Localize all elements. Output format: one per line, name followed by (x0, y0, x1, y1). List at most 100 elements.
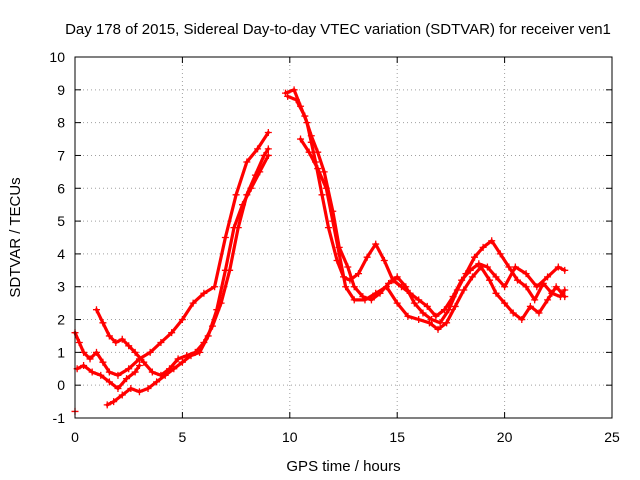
data-point (157, 339, 165, 347)
data-point (189, 299, 197, 307)
data-point (329, 217, 337, 225)
data-point (483, 263, 491, 271)
data-point (118, 335, 126, 343)
series-group (92, 145, 272, 379)
data-point (432, 312, 440, 320)
data-point (230, 224, 238, 232)
data-point (131, 348, 139, 356)
data-point (318, 191, 326, 199)
data-point (434, 325, 442, 333)
data-point (174, 355, 182, 363)
y-tick-label: 0 (57, 377, 65, 393)
data-point (342, 283, 350, 291)
data-point (518, 316, 526, 324)
data-point (125, 342, 133, 350)
chart-title: Day 178 of 2015, Sidereal Day-to-day VTE… (65, 21, 611, 38)
data-point (243, 158, 251, 166)
data-point (372, 240, 380, 248)
y-tick-label: 6 (57, 180, 65, 196)
data-point (114, 384, 122, 392)
data-point (105, 332, 113, 340)
y-tick-label: -1 (53, 410, 66, 426)
axis-ticks: 0 5 10 15 20 25 -1 0 1 2 3 4 5 6 7 8 9 10 (49, 49, 620, 445)
y-tick-label: 4 (57, 246, 65, 262)
data-point (148, 368, 156, 376)
x-tick-label: 10 (282, 429, 298, 445)
data-point (125, 365, 133, 373)
data-point (522, 283, 530, 291)
data-point (460, 286, 468, 294)
x-tick-label: 20 (497, 429, 513, 445)
data-point (561, 286, 569, 294)
data-point (284, 92, 292, 100)
data-point (509, 309, 517, 317)
data-point (92, 306, 100, 314)
data-point (393, 273, 401, 281)
data-series-group (71, 86, 569, 415)
data-point (468, 273, 476, 281)
series-line (298, 137, 567, 331)
data-point (350, 283, 358, 291)
data-point (380, 256, 388, 264)
data-point (471, 253, 479, 261)
data-point (511, 263, 519, 271)
data-point (415, 296, 423, 304)
data-point (526, 302, 534, 310)
plot-frame (74, 56, 613, 419)
data-point (204, 332, 212, 340)
data-point (301, 112, 309, 120)
data-point (335, 250, 343, 258)
data-point (221, 266, 229, 274)
series-group (71, 128, 272, 379)
data-point (127, 384, 135, 392)
data-point (535, 309, 543, 317)
y-tick-label: 7 (57, 147, 65, 163)
data-point (170, 365, 178, 373)
data-point (161, 371, 169, 379)
series-group (284, 92, 569, 327)
data-point (404, 312, 412, 320)
data-point (305, 148, 313, 156)
data-point (221, 234, 229, 241)
data-point (544, 273, 552, 281)
data-point (75, 339, 83, 347)
data-point (153, 378, 161, 386)
series-group (103, 151, 272, 409)
data-point (264, 145, 272, 153)
data-point (213, 306, 221, 314)
data-point (92, 348, 100, 356)
data-point (105, 378, 113, 386)
data-point (402, 283, 410, 291)
y-tick-label: 3 (57, 279, 65, 295)
x-tick-label: 25 (604, 429, 620, 445)
series-group (73, 361, 143, 392)
data-point (168, 329, 176, 337)
y-tick-label: 5 (57, 213, 65, 229)
data-point (178, 316, 186, 324)
data-point (496, 250, 504, 258)
data-point (112, 339, 120, 347)
grid-lines (75, 57, 612, 418)
data-point (561, 266, 569, 274)
y-tick-label: 2 (57, 312, 65, 328)
data-point (410, 299, 418, 307)
data-point (97, 371, 105, 379)
data-point (492, 289, 500, 297)
data-point (307, 132, 315, 140)
data-point (114, 371, 122, 379)
data-point (123, 375, 131, 383)
data-point (322, 184, 330, 192)
data-point (178, 358, 186, 366)
data-point (146, 348, 154, 356)
data-point (256, 168, 264, 176)
data-point (344, 263, 352, 271)
y-axis-label: SDTVAR / TECUs (7, 177, 24, 297)
data-point (131, 368, 139, 376)
data-point (105, 368, 113, 376)
data-point (552, 283, 560, 291)
data-point (486, 276, 494, 284)
data-point (363, 253, 371, 261)
data-point (314, 148, 322, 156)
data-point (187, 352, 195, 360)
